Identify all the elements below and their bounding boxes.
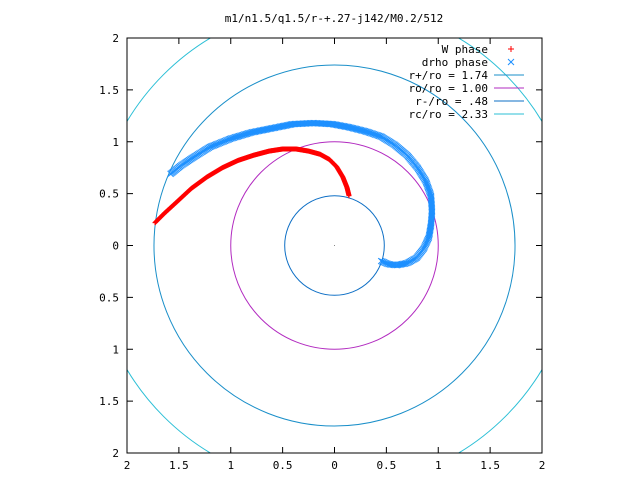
data-point (280, 122, 288, 130)
data-point (266, 125, 273, 133)
data-point (401, 260, 409, 267)
data-point (274, 123, 281, 131)
data-point (279, 122, 287, 130)
data-point (287, 121, 295, 128)
y-tick-label: 2 (112, 32, 119, 45)
circle-r (153, 64, 516, 427)
x-tick-label: 1.5 (480, 459, 500, 472)
data-point (152, 220, 158, 226)
reference-circles (127, 38, 542, 453)
center-point (334, 245, 335, 246)
data-point (263, 125, 271, 133)
data-point (276, 123, 284, 131)
data-point (340, 122, 348, 130)
legend-entry: r+/ro = 1.74 (409, 69, 524, 82)
data-point (270, 124, 277, 132)
data-point (394, 261, 402, 269)
data-point (335, 121, 342, 129)
data-point (347, 124, 354, 131)
data-point (268, 124, 276, 132)
data-point (251, 128, 259, 136)
data-point (252, 128, 260, 135)
y-tick-label: 0.5 (99, 291, 119, 304)
data-point (384, 260, 391, 268)
data-point (255, 127, 263, 135)
x-tick-label: 0 (331, 459, 338, 472)
data-point (258, 127, 265, 134)
y-tick-label: 0 (112, 240, 119, 253)
phase-points (152, 119, 436, 269)
data-point (282, 122, 289, 129)
legend-label: ro/ro = 1.00 (409, 82, 488, 95)
y-tick-label: 0.5 (99, 188, 119, 201)
data-point (284, 121, 292, 129)
circle-r (284, 195, 385, 296)
data-point (427, 193, 435, 201)
data-point (167, 170, 174, 178)
y-tick-label: 2 (112, 447, 119, 460)
legend-entry: W phase (442, 43, 514, 56)
data-point (425, 234, 433, 242)
data-point (283, 121, 291, 129)
data-point (286, 121, 293, 129)
y-axis-ticks: 2 1.5 1 0.5 0 0.5 1 1.5 2 (99, 32, 542, 460)
legend-sample (507, 58, 515, 66)
x-tick-label: 1 (227, 459, 234, 472)
data-point (264, 125, 272, 133)
data-point (260, 126, 268, 134)
legend-sample (508, 46, 514, 52)
legend-entry: r-/ro = .48 (415, 95, 524, 108)
data-point (262, 126, 269, 133)
data-point (345, 123, 353, 131)
data-point (271, 124, 279, 132)
data-point (272, 124, 280, 131)
data-point (397, 261, 405, 268)
data-point (400, 260, 407, 268)
data-point (256, 127, 264, 135)
legend-label: rc/ro = 2.33 (409, 108, 488, 121)
chart-title: m1/n1.5/q1.5/r-+.27-j142/M0.2/512 (225, 12, 444, 25)
data-point (337, 122, 345, 130)
series-w-phase (152, 146, 352, 226)
data-point (398, 260, 406, 268)
data-point (341, 123, 349, 130)
data-point (396, 261, 403, 269)
y-tick-label: 1.5 (99, 84, 119, 97)
data-point (393, 261, 401, 269)
data-point (259, 126, 267, 134)
y-tick-label: 1 (112, 136, 119, 149)
data-point (333, 121, 341, 129)
legend-label: r+/ro = 1.74 (409, 69, 489, 82)
legend-entry: ro/ro = 1.00 (409, 82, 524, 95)
y-tick-label: 1.5 (99, 395, 119, 408)
x-tick-label: 0.5 (376, 459, 396, 472)
x-tick-label: 1.5 (169, 459, 189, 472)
data-point (336, 122, 344, 129)
x-tick-label: 2 (124, 459, 131, 472)
y-tick-label: 1 (112, 343, 119, 356)
data-point (254, 127, 261, 135)
x-tick-label: 0.5 (273, 459, 293, 472)
x-tick-label: 1 (435, 459, 442, 472)
series-drho-phase (167, 119, 436, 269)
circle-ro (230, 141, 439, 350)
legend-entry: drho phase (422, 56, 515, 69)
data-point (288, 120, 296, 128)
legend-label: r-/ro = .48 (415, 95, 488, 108)
data-point (339, 122, 346, 130)
legend-entry: rc/ro = 2.33 (409, 108, 524, 121)
x-axis-ticks: 2 1.5 1 0.5 0 0.5 1 1.5 2 (124, 38, 546, 472)
data-point (275, 123, 283, 131)
data-point (343, 123, 350, 131)
data-point (278, 123, 285, 130)
legend-label: W phase (442, 43, 488, 56)
data-point (250, 128, 257, 136)
legend-label: drho phase (422, 56, 488, 69)
data-point (267, 125, 275, 132)
x-tick-label: 2 (539, 459, 546, 472)
data-point (344, 123, 352, 131)
